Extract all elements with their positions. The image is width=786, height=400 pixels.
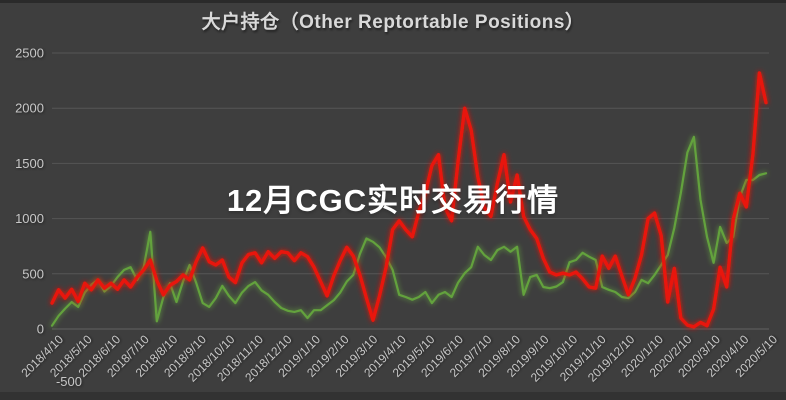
overlay-banner: 12月CGC实时交易行情 — [0, 168, 786, 227]
y-axis-label: 1500 — [15, 156, 44, 171]
y-axis-label: 2000 — [15, 101, 44, 116]
top-strip — [0, 0, 786, 3]
red-series-line — [50, 71, 768, 329]
y-axis-label: 500 — [22, 266, 44, 281]
bottom-strip — [0, 392, 786, 400]
y-axis-label: -500 — [56, 374, 82, 389]
chart-title: 大户持仓（Other Reptortable Positions） — [201, 12, 585, 33]
y-axis-label: 2500 — [15, 46, 44, 61]
y-axis-label: 1000 — [15, 211, 44, 226]
overlay-banner-text: 12月CGC实时交易行情 — [226, 183, 560, 218]
y-axis-label: 0 — [37, 322, 44, 337]
